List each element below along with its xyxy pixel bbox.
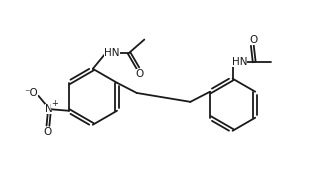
Text: +: + — [51, 99, 58, 108]
Text: ⁻O: ⁻O — [24, 88, 38, 98]
Text: O: O — [44, 127, 52, 137]
Text: O: O — [136, 69, 144, 79]
Text: N: N — [45, 104, 53, 114]
Text: HN: HN — [104, 48, 120, 58]
Text: O: O — [249, 35, 257, 45]
Text: HN: HN — [232, 57, 247, 67]
